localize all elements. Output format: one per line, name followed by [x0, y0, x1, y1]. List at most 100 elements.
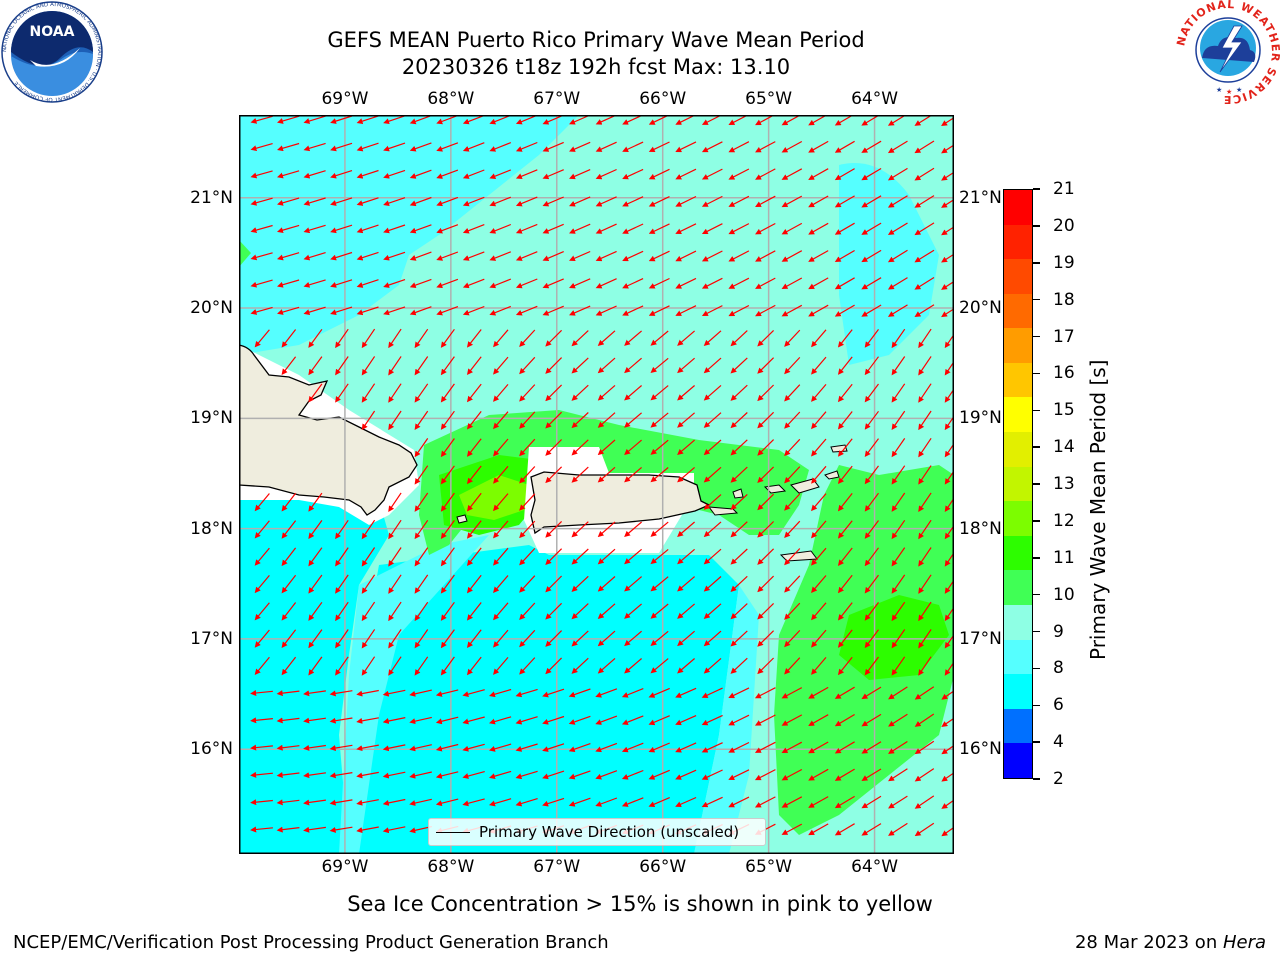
graticule: [239, 115, 954, 854]
wave-direction-arrow: [493, 438, 509, 457]
wave-direction-arrow: [918, 601, 932, 622]
wave-direction-arrow: [388, 656, 402, 676]
latitude-label-left: 21°N: [190, 187, 233, 208]
wave-direction-arrow: [944, 606, 954, 622]
colorbar-cell-10: [1004, 397, 1032, 433]
wave-direction-arrow: [414, 410, 429, 430]
longitude-label-bottom: 66°W: [639, 857, 687, 877]
wave-direction-arrow: [597, 548, 616, 565]
wave-direction-arrow: [944, 333, 954, 349]
wave-direction-arrow: [440, 492, 455, 512]
wave-direction-arrow: [677, 576, 695, 592]
wave-direction-arrow: [277, 279, 300, 288]
wave-direction-arrow: [675, 223, 697, 234]
wave-direction-arrow: [356, 771, 379, 779]
wave-direction-arrow: [624, 330, 642, 346]
wave-direction-arrow: [703, 494, 722, 510]
wave-direction-arrow: [542, 797, 565, 807]
svg-text:★: ★: [1226, 88, 1232, 96]
wave-direction-arrow: [730, 357, 748, 374]
wave-direction-arrow: [861, 249, 882, 263]
latitude-label-left: 20°N: [190, 298, 233, 319]
wave-direction-arrow: [254, 329, 270, 348]
wave-direction-arrow: [755, 168, 776, 180]
wave-direction-arrow: [784, 438, 801, 457]
wave-direction-arrow: [808, 304, 829, 317]
wave-direction-arrow: [545, 329, 563, 347]
colorbar-cell-8: [1004, 466, 1032, 502]
wave-direction-arrow: [335, 629, 349, 649]
colorbar-tick-mark: [1033, 630, 1040, 633]
hispaniola-land: [239, 344, 418, 516]
wave-direction-arrow: [891, 383, 906, 403]
wave-direction-arrow: [781, 304, 803, 317]
wave-direction-arrow: [569, 141, 591, 152]
wave-direction-arrow: [837, 547, 853, 566]
wave-direction-arrow: [918, 465, 932, 485]
wave-direction-arrow: [861, 222, 882, 235]
wave-direction-arrow: [383, 279, 406, 288]
wave-direction-arrow: [837, 629, 853, 648]
wave-direction-arrow: [489, 716, 512, 725]
colorbar-tick-label: 4: [1053, 732, 1064, 753]
wave-direction-arrow: [728, 741, 750, 753]
wave-direction-arrow: [545, 630, 563, 647]
wave-direction-arrow: [383, 224, 406, 234]
wave-direction-arrow: [703, 548, 722, 565]
wave-direction-arrow: [861, 304, 882, 317]
wave-direction-arrow: [462, 689, 485, 698]
wave-direction-arrow: [569, 196, 591, 207]
wave-direction-arrow: [250, 306, 273, 315]
wave-direction-arrow: [701, 305, 723, 316]
wave-direction-arrow: [409, 169, 432, 179]
wave-direction-arrow: [466, 629, 482, 648]
wave-direction-arrow: [545, 411, 563, 429]
wave-direction-arrow: [254, 520, 270, 539]
wave-direction-arrow: [754, 769, 776, 781]
period-field-10-11-edge: [239, 240, 251, 267]
wave-direction-arrow: [329, 799, 353, 806]
wave-direction-arrow: [914, 768, 935, 782]
wave-direction-arrow: [329, 826, 353, 833]
wave-direction-arrow: [436, 169, 459, 179]
wave-direction-arrow: [728, 250, 750, 262]
wave-direction-arrow: [568, 688, 591, 698]
wave-direction-arrow: [861, 795, 882, 809]
wave-direction-arrow: [542, 770, 565, 780]
wave-direction-arrow: [356, 826, 379, 834]
wave-direction-arrow: [808, 714, 829, 726]
colorbar-tick-mark: [1033, 372, 1040, 375]
wave-direction-arrow: [650, 548, 669, 565]
wave-direction-arrow: [648, 250, 670, 262]
colorbar-tick-label: 14: [1053, 437, 1075, 458]
wave-direction-arrow: [303, 197, 326, 206]
wave-direction-arrow: [329, 744, 353, 751]
wave-direction-arrow: [941, 117, 954, 127]
colorbar-tick-mark: [1033, 520, 1040, 522]
wave-direction-arrow: [754, 741, 776, 753]
wave-direction-arrow: [388, 410, 402, 431]
wave-direction-arrow: [941, 253, 954, 263]
wave-direction-arrow: [597, 439, 616, 456]
wave-direction-arrow: [887, 140, 908, 154]
wave-direction-arrow: [595, 688, 618, 698]
wave-direction-arrow: [621, 715, 644, 725]
wave-direction-arrow: [677, 439, 695, 456]
wave-direction-arrow: [440, 656, 455, 676]
wave-direction-arrow: [918, 410, 932, 431]
wave-direction-arrow: [571, 357, 589, 374]
wave-direction-arrow: [519, 466, 536, 484]
wave-direction-arrow: [834, 768, 855, 781]
wave-direction-arrow: [757, 657, 775, 675]
wave-direction-arrow: [730, 412, 748, 429]
wave-direction-arrow: [944, 579, 954, 594]
wave-direction-arrow: [808, 195, 829, 208]
wave-direction-arrow: [837, 602, 853, 621]
wave-direction-arrow: [597, 384, 616, 401]
wave-direction-arrow: [515, 169, 538, 180]
wave-direction-arrow: [648, 797, 670, 807]
wave-direction-arrow: [622, 196, 644, 207]
wave-direction-arrow: [388, 356, 402, 376]
wave-direction-arrow: [250, 744, 273, 751]
wave-direction-arrow: [493, 356, 509, 375]
